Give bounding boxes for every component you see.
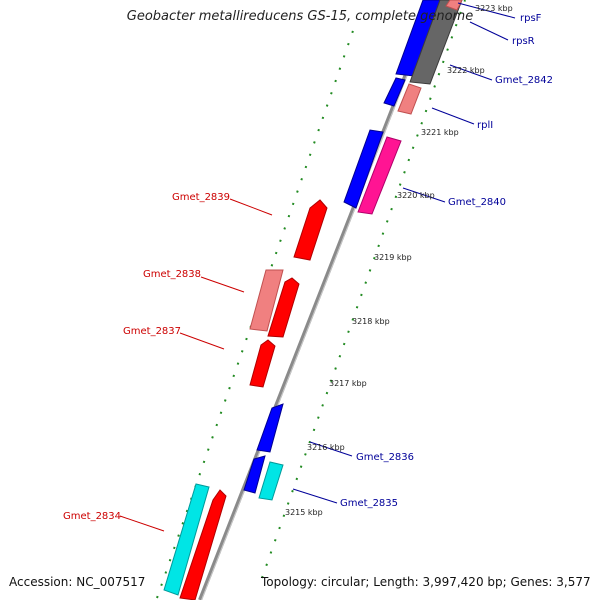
label-gmet-2834[interactable]: Gmet_2834 <box>63 511 121 522</box>
tick-label: 3222 kbp <box>447 66 485 75</box>
gene-rpsr[interactable] <box>445 0 463 11</box>
label-rpsr[interactable]: rpsR <box>512 36 535 47</box>
tick-label: 3215 kbp <box>285 508 323 517</box>
label-gmet-2842[interactable]: Gmet_2842 <box>495 75 553 86</box>
gene-gmet-2837[interactable] <box>249 339 276 388</box>
gene-gmet-2834-cyan[interactable] <box>163 483 210 596</box>
label-rpli[interactable]: rplI <box>477 120 493 131</box>
tick-label: 3223 kbp <box>475 4 513 13</box>
callout-rpsr <box>469 21 509 41</box>
label-gmet-2838[interactable]: Gmet_2838 <box>143 269 201 280</box>
inner-tick-track <box>156 21 357 599</box>
tick-label: 3220 kbp <box>397 191 435 200</box>
gene-rpli[interactable] <box>397 83 422 115</box>
label-gmet-2835[interactable]: Gmet_2835 <box>340 498 398 509</box>
label-gmet-2836[interactable]: Gmet_2836 <box>356 452 414 463</box>
gene-gmet-2840-blue[interactable] <box>343 129 384 209</box>
tick-label: 3216 kbp <box>307 443 345 452</box>
callout-rpli <box>431 107 475 125</box>
label-gmet-2837[interactable]: Gmet_2837 <box>123 326 181 337</box>
topology-text: Topology: circular; Length: 3,997,420 bp… <box>261 575 591 589</box>
callout-gmet-2842 <box>449 64 493 81</box>
tick-label: 3219 kbp <box>374 253 412 262</box>
callout-gmet-2838 <box>200 276 245 293</box>
gene-gmet-2835[interactable] <box>258 461 284 501</box>
callout-gmet-2835 <box>292 488 338 504</box>
callout-rpsf <box>457 2 516 19</box>
label-gmet-2840[interactable]: Gmet_2840 <box>448 197 506 208</box>
gene-gmet-2842[interactable] <box>409 0 463 85</box>
gene-gmet-2835-blue[interactable] <box>243 455 266 494</box>
label-rpsf[interactable]: rpsF <box>520 13 542 24</box>
tick-label: 3217 kbp <box>329 379 367 388</box>
callout-gmet-2836 <box>309 441 353 457</box>
tick-label: 3218 kbp <box>352 317 390 326</box>
gene-gmet-2836[interactable] <box>256 403 284 453</box>
tick-label: 3221 kbp <box>421 128 459 137</box>
gene-gmet-2839[interactable] <box>293 199 328 261</box>
gene-gmet-2840[interactable] <box>357 136 402 215</box>
gene-gmet-2838b[interactable] <box>267 277 300 338</box>
callout-gmet-2834 <box>119 515 165 532</box>
callout-gmet-2840 <box>402 187 446 203</box>
callout-gmet-2837 <box>179 332 225 350</box>
accession-text: Accession: NC_007517 <box>9 575 146 589</box>
gene-gmet-2842-blue[interactable] <box>395 0 442 77</box>
gene-rpli-blue[interactable] <box>383 77 406 107</box>
map-title: Geobacter metallireducens GS-15, complet… <box>126 9 474 24</box>
gene-gmet-2838[interactable] <box>249 269 284 332</box>
callout-gmet-2839 <box>229 198 273 216</box>
label-gmet-2839[interactable]: Gmet_2839 <box>172 192 230 203</box>
